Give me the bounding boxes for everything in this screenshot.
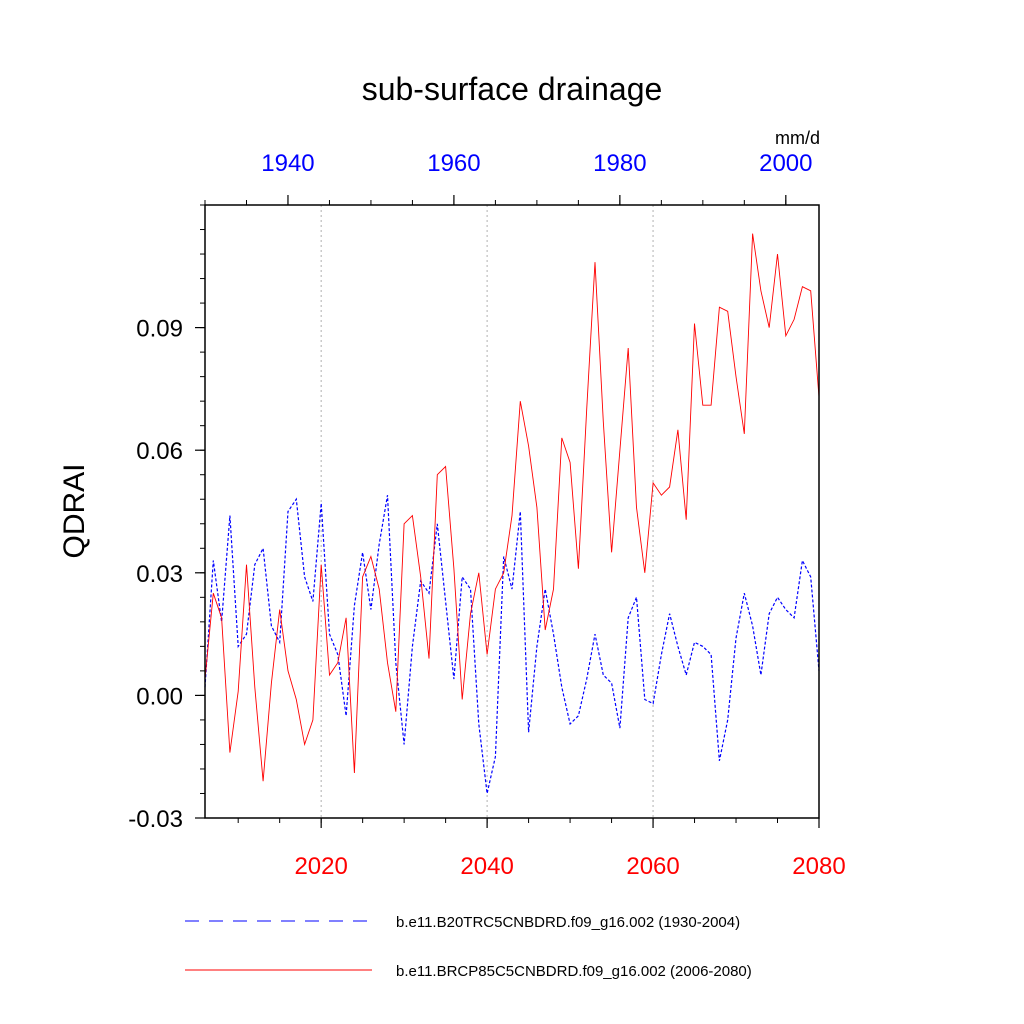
legend-label-rcp85: b.e11.BRCP85C5CNBDRD.f09_g16.002 (2006-2… [396, 963, 752, 980]
y-axis-label: QDRAI [58, 463, 91, 558]
series-line-historical [204, 495, 820, 794]
legend-label-historical: b.e11.B20TRC5CNBDRD.f09_g16.002 (1930-20… [396, 914, 740, 931]
x-bottom-tick-label: 2060 [626, 853, 679, 880]
y-tick-label: 0.06 [136, 438, 183, 465]
tick-layer: -0.03 0.00 0.03 0.06 0.09 2020 2040 2060 2080 194… [128, 150, 845, 880]
grid-layer [320, 205, 654, 818]
x-top-tick-label: 1980 [593, 150, 646, 177]
chart-title: sub-surface drainage [362, 71, 663, 107]
x-bottom-tick-label: 2080 [792, 853, 845, 880]
series-line-rcp85 [204, 233, 820, 782]
plot-frame [204, 204, 820, 819]
x-top-tick-label: 2000 [759, 150, 812, 177]
legend: b.e11.B20TRC5CNBDRD.f09_g16.002 (1930-20… [185, 914, 752, 980]
y-tick-label: -0.03 [128, 806, 183, 833]
y-tick-label: 0.09 [136, 316, 183, 343]
units-label: mm/d [775, 128, 820, 148]
x-top-tick-label: 1960 [427, 150, 480, 177]
y-tick-label: 0.00 [136, 683, 183, 710]
y-tick-label: 0.03 [136, 561, 183, 588]
x-top-tick-label: 1940 [261, 150, 314, 177]
series-layer [204, 233, 820, 794]
x-bottom-tick-label: 2020 [294, 853, 347, 880]
x-bottom-tick-label: 2040 [460, 853, 513, 880]
